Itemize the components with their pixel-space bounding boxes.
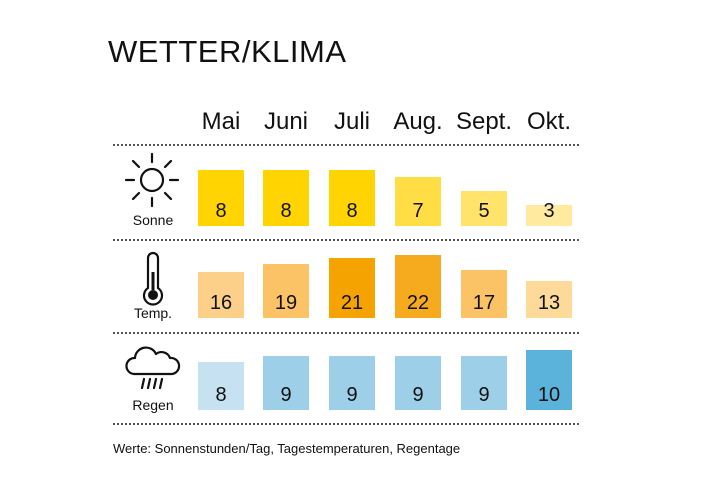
row-label: Regen xyxy=(132,397,174,413)
dotted-divider xyxy=(113,332,579,334)
chart-title: WETTER/KLIMA xyxy=(108,34,347,69)
bar xyxy=(329,356,375,410)
month-label: Mai xyxy=(201,108,241,135)
bar-value-label: 21 xyxy=(340,292,364,314)
bar-value-label: 13 xyxy=(537,292,561,314)
bar xyxy=(329,258,375,318)
bar xyxy=(395,255,441,318)
bar xyxy=(198,272,244,318)
bar-value-label: 8 xyxy=(346,200,358,222)
bar xyxy=(461,356,507,410)
bar xyxy=(461,269,507,318)
bar-value-label: 3 xyxy=(543,200,555,222)
bar-value-label: 16 xyxy=(209,292,233,314)
bar-value-label: 9 xyxy=(478,384,490,406)
bar-value-label: 9 xyxy=(412,384,424,406)
thermometer-icon xyxy=(142,251,164,306)
bar xyxy=(526,350,572,410)
bar xyxy=(526,280,572,318)
bar-value-label: 22 xyxy=(406,292,430,314)
bar xyxy=(263,263,309,318)
bar-value-label: 8 xyxy=(215,384,227,406)
month-label: Juli xyxy=(333,108,370,135)
bar xyxy=(526,205,572,226)
bar-value-label: 9 xyxy=(346,384,358,406)
bar-value-label: 8 xyxy=(280,200,292,222)
month-label: Sept. xyxy=(455,108,513,135)
bar xyxy=(395,177,441,226)
bar-value-label: 9 xyxy=(280,384,292,406)
bar xyxy=(395,356,441,410)
row-label: Temp. xyxy=(133,305,173,321)
sun-icon xyxy=(124,152,180,208)
month-label: Okt. xyxy=(526,108,571,135)
bar xyxy=(263,356,309,410)
bar-value-label: 8 xyxy=(215,200,227,222)
bar xyxy=(198,362,244,410)
bar-value-label: 7 xyxy=(412,200,424,222)
bar xyxy=(198,170,244,226)
bar-value-label: 17 xyxy=(472,292,496,314)
month-label: Aug. xyxy=(393,108,443,135)
month-label: Juni xyxy=(263,108,309,135)
rain-cloud-icon xyxy=(125,346,181,390)
dotted-divider xyxy=(113,144,579,146)
bar-value-label: 10 xyxy=(537,384,561,406)
bar-value-label: 5 xyxy=(478,200,490,222)
bar xyxy=(329,170,375,226)
row-label: Sonne xyxy=(132,212,174,228)
bar xyxy=(461,191,507,226)
footnote: Werte: Sonnenstunden/Tag, Tagestemperatu… xyxy=(113,441,461,456)
dotted-divider xyxy=(113,423,579,425)
bar-value-label: 19 xyxy=(274,292,298,314)
bar xyxy=(263,170,309,226)
dotted-divider xyxy=(113,239,579,241)
